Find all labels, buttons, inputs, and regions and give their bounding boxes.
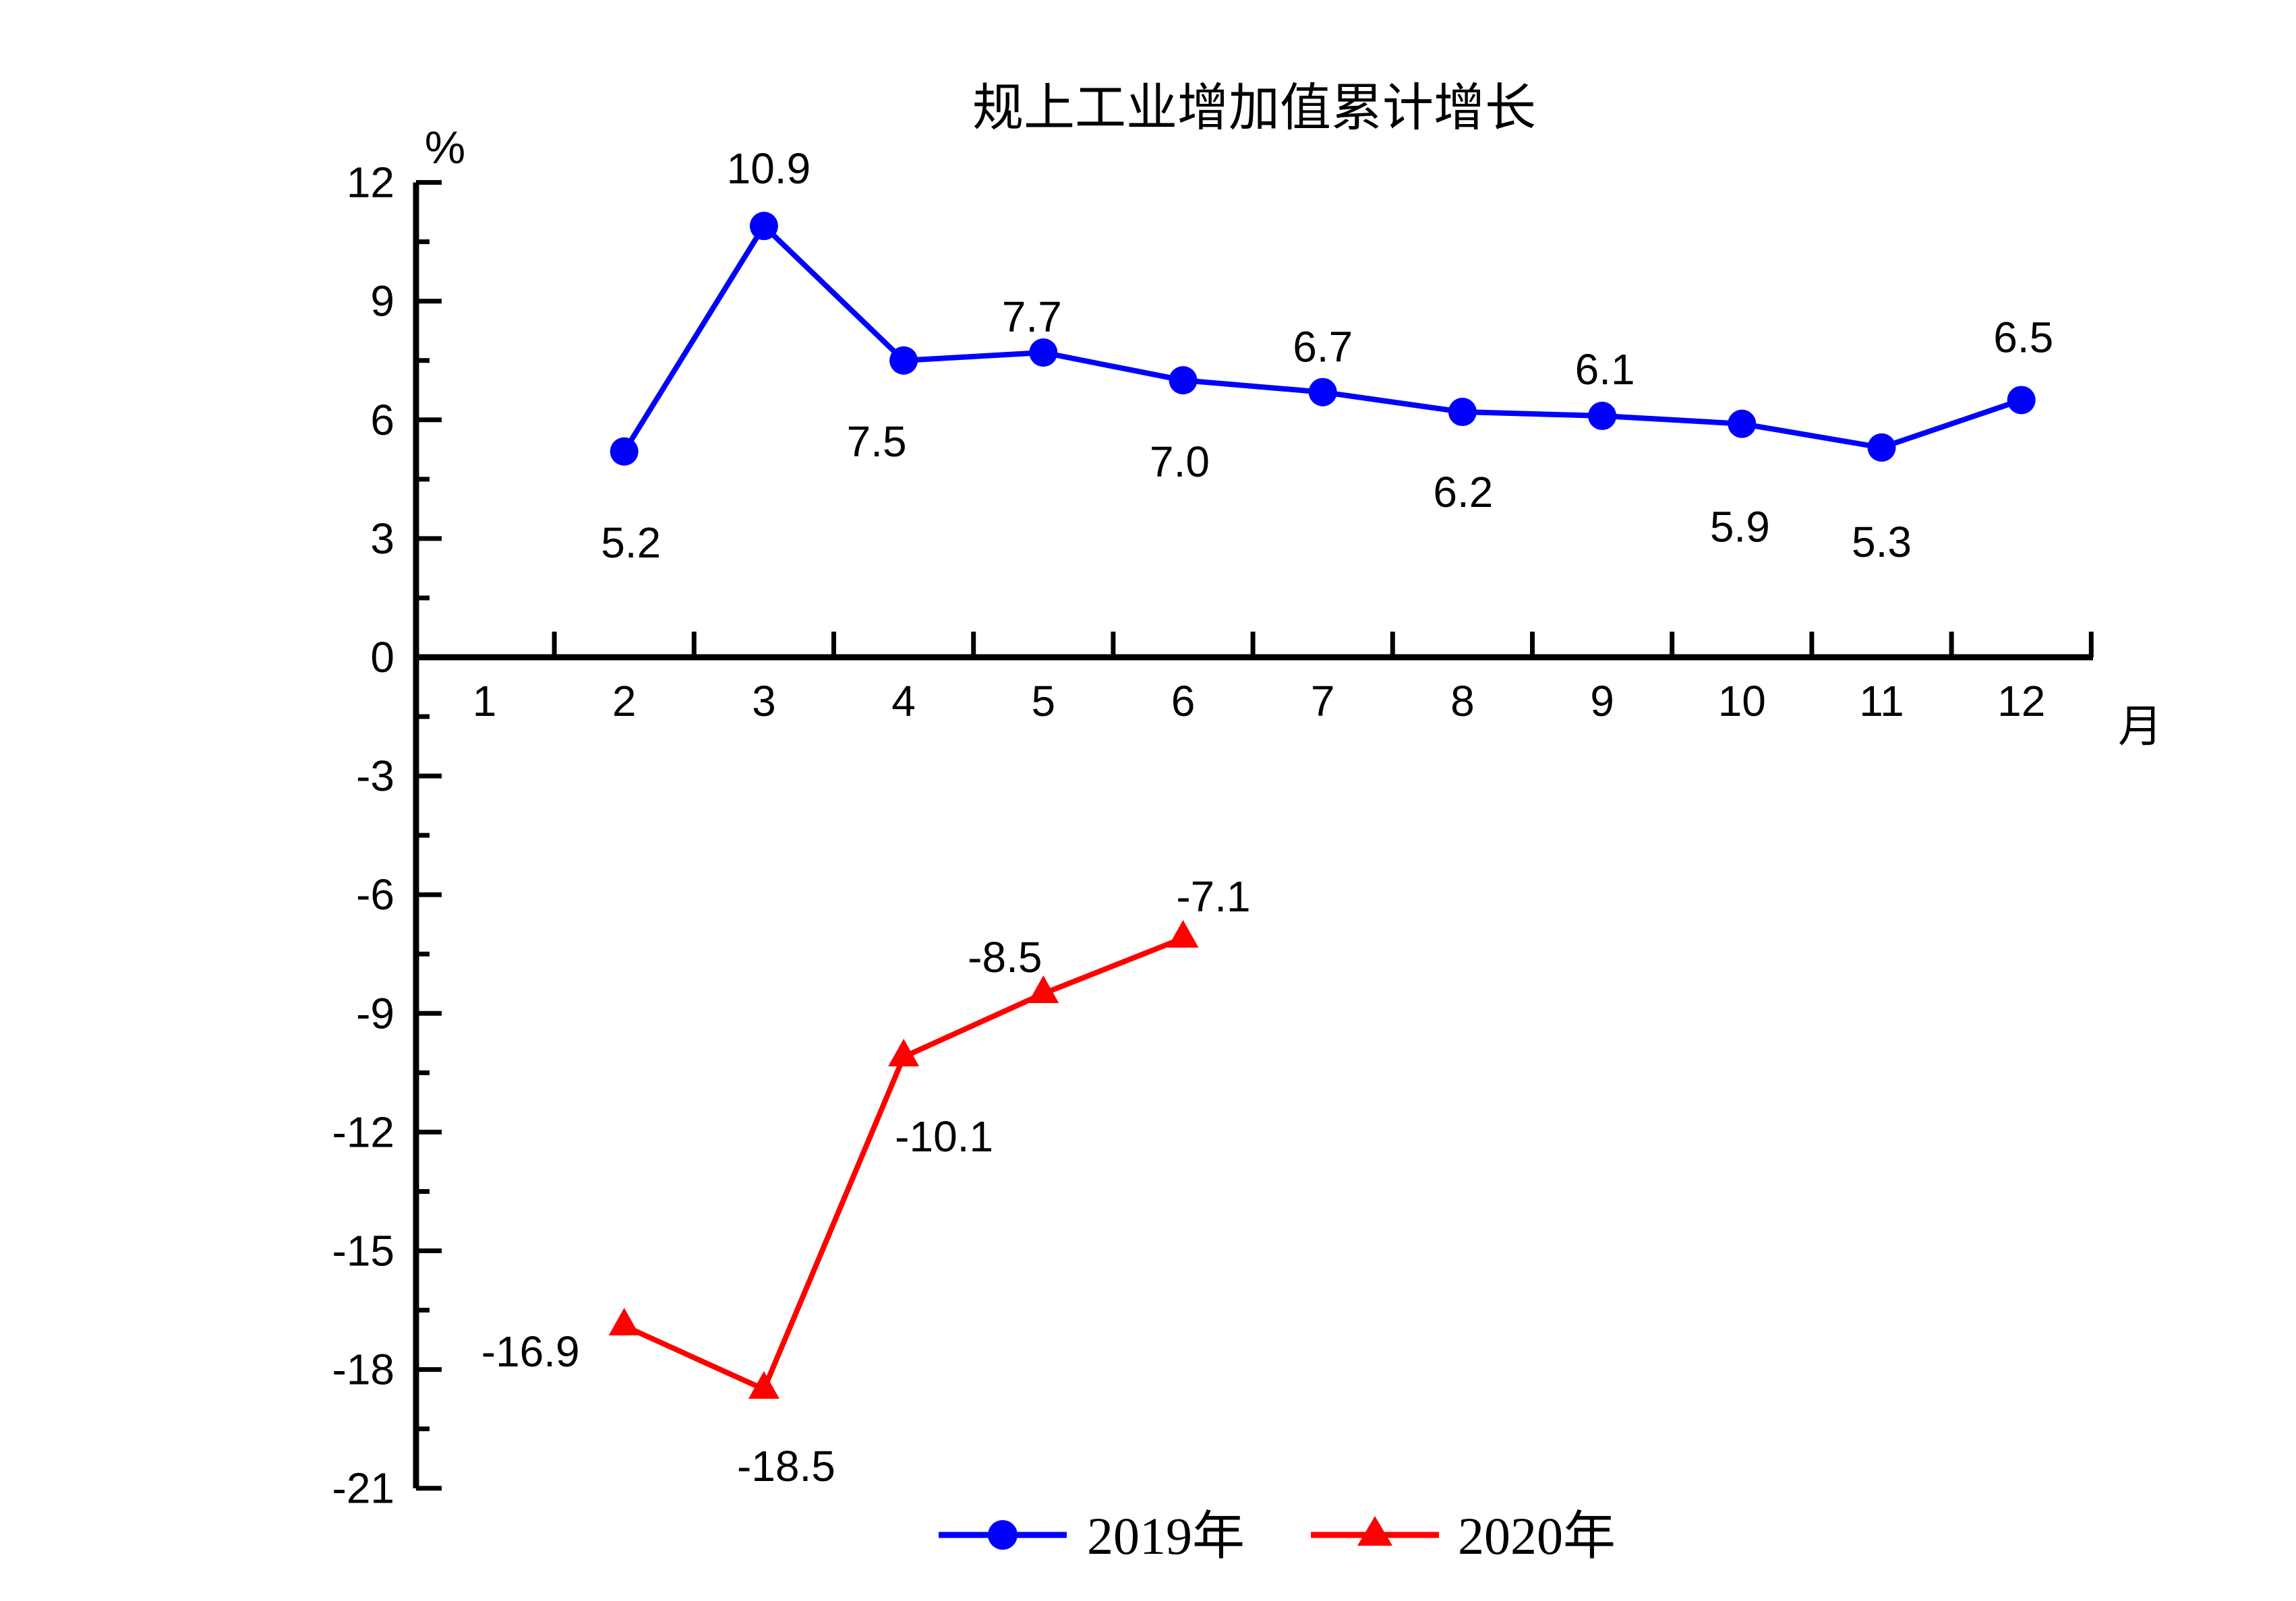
series-1-point-label: -10.1	[895, 1112, 993, 1161]
x-month-label: 10	[1718, 677, 1766, 725]
series-group: 5.2 10.9 7.5 7.7 7.0 6.7 6.2 6.1 5.9 5.3 6.5 -16.9 -…	[481, 144, 2053, 1490]
series-1-point-marker	[888, 1038, 920, 1066]
y-tick-label: 3	[370, 514, 394, 563]
series-1-point-label: -8.5	[968, 933, 1042, 981]
y-tick-label: -21	[332, 1464, 395, 1513]
series-0-point-label: 6.2	[1433, 468, 1493, 516]
series-1-point-marker	[748, 1370, 779, 1399]
series-0-point-label: 5.9	[1710, 503, 1770, 551]
series-0-point-marker	[1169, 366, 1198, 395]
series-0-point-label: 6.7	[1293, 323, 1353, 371]
series-0-point-marker	[749, 212, 778, 241]
series-0-point-marker	[1588, 401, 1617, 430]
y-tick-label: 9	[370, 277, 394, 326]
y-tick-label: -3	[356, 752, 394, 800]
x-month-label: 2	[612, 677, 637, 725]
series-1-point-marker	[1167, 919, 1199, 948]
legend-item-2020: 2020年	[1311, 1507, 1616, 1565]
legend: 2019年 2020年	[939, 1507, 1616, 1565]
x-month-label: 4	[891, 677, 916, 725]
y-tick-label: 6	[370, 396, 394, 444]
legend-2020-triangle-icon	[1357, 1516, 1392, 1546]
series-0-point-marker	[1448, 398, 1477, 427]
series-0-point-marker	[610, 437, 639, 466]
x-month-label: 7	[1311, 677, 1335, 725]
series-0-point-marker	[889, 346, 918, 375]
legend-2020-label: 2020年	[1458, 1507, 1616, 1565]
series-1-point-marker	[608, 1308, 640, 1336]
series-0-point-label: 6.1	[1575, 345, 1635, 394]
x-month-label: 9	[1590, 677, 1614, 725]
series-0-point-label: 7.7	[1002, 293, 1062, 341]
series-1-point-label: -16.9	[481, 1327, 580, 1376]
series-0-point-label: 6.5	[1993, 313, 2053, 361]
y-tick-label: 12	[347, 158, 394, 207]
series-0-point-marker	[1029, 338, 1058, 367]
series-0-point-label: 5.2	[601, 518, 661, 567]
legend-2019-label: 2019年	[1087, 1507, 1245, 1565]
series-0-point-label: 7.5	[847, 417, 907, 466]
x-month-label: 6	[1171, 677, 1196, 725]
y-tick-label: -9	[356, 989, 394, 1037]
series-1-point-marker	[1028, 975, 1059, 1003]
series-0-point-label: 7.0	[1150, 437, 1210, 486]
x-axis-unit-label: 月	[2118, 702, 2162, 752]
y-axis-unit-label: %	[425, 122, 465, 173]
x-month-label: 8	[1450, 677, 1475, 725]
y-tick-label: -18	[332, 1346, 395, 1394]
x-month-label: 11	[1859, 677, 1904, 725]
legend-item-2019: 2019年	[939, 1507, 1245, 1565]
y-tick-label: 0	[370, 633, 394, 682]
x-month-label: 3	[752, 677, 776, 725]
series-1-line	[623, 936, 1184, 1393]
series-1-point-label: -18.5	[737, 1442, 835, 1490]
x-month-label: 12	[1997, 677, 2045, 725]
series-0-point-marker	[2007, 386, 2036, 415]
y-tick-label: -15	[332, 1227, 395, 1275]
chart-title: 规上工业增加值累计增长	[972, 80, 1536, 137]
legend-2019-circle-icon	[988, 1520, 1018, 1550]
y-tick-label: -6	[356, 870, 394, 919]
series-0-point-label: 5.3	[1852, 518, 1912, 566]
series-1-point-label: -7.1	[1176, 872, 1250, 921]
y-tick-label: -12	[332, 1108, 395, 1156]
series-0-point-marker	[1867, 433, 1896, 462]
x-month-label: 5	[1032, 677, 1056, 725]
series-0-point-label: 10.9	[727, 144, 811, 193]
series-0-point-marker	[1308, 377, 1337, 406]
x-month-label: 1	[473, 677, 497, 725]
series-0-point-marker	[1728, 409, 1757, 438]
